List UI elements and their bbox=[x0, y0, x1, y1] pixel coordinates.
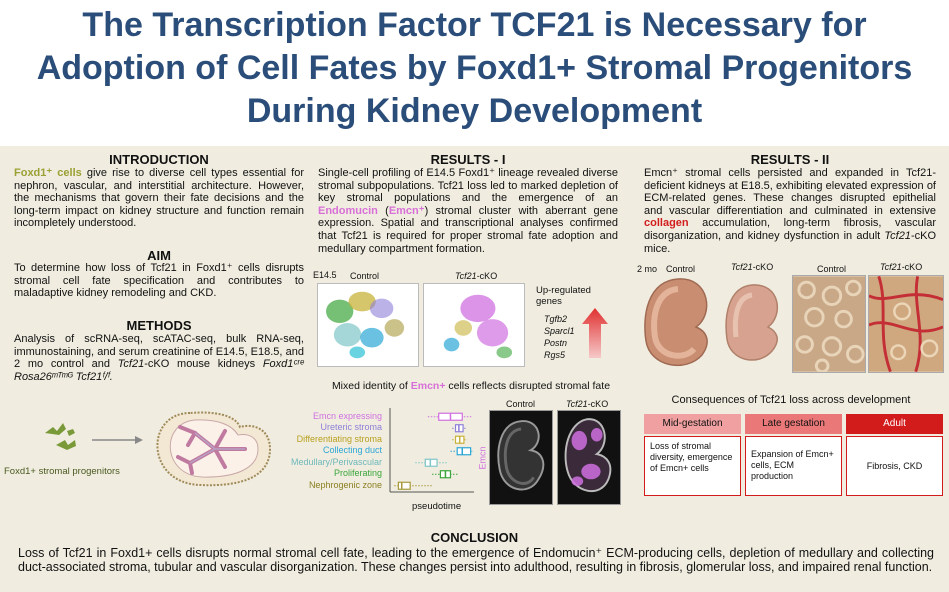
histo-cko-gene: Tcf21 bbox=[566, 399, 588, 409]
img-control-label: Control bbox=[666, 264, 696, 274]
kidney-icon bbox=[156, 411, 272, 487]
progenitor-cells-icon bbox=[45, 423, 76, 450]
histology-control bbox=[489, 410, 553, 505]
umap-cko-label: Tcf21-cKO bbox=[455, 271, 497, 281]
boxplot-category: Nephrogenic zone bbox=[308, 480, 382, 490]
introduction-heading: INTRODUCTION bbox=[109, 152, 209, 167]
mixed-title-a: Mixed identity of bbox=[331, 380, 411, 392]
collagen-cko-image bbox=[868, 275, 944, 373]
umap-cko-suffix: -cKO bbox=[476, 271, 498, 281]
emcn-axis-label: Emcn bbox=[477, 446, 488, 470]
results2-text: Emcn⁺ stromal cells persisted and expand… bbox=[644, 167, 936, 255]
schematic-label: Foxd1+ stromal progenitors bbox=[4, 466, 120, 477]
img-cko-gene: Tcf21 bbox=[731, 262, 753, 272]
column-body-adult: Fibrosis, CKD bbox=[846, 436, 943, 496]
introduction-text: Foxd1⁺ cells give rise to diverse cell t… bbox=[14, 167, 304, 230]
gene-list: Tgfb2 Sparcl1 Postn Rgs5 bbox=[544, 313, 575, 361]
gene-item: Rgs5 bbox=[544, 350, 566, 360]
mixed-title-emcn: Emcn+ bbox=[410, 380, 446, 392]
gene-item: Postn bbox=[544, 338, 568, 348]
title-banner: The Transcription Factor TCF21 is Necess… bbox=[0, 0, 949, 146]
methods-cko: Tcf21 bbox=[117, 358, 145, 371]
img-cko2-suffix: -cKO bbox=[901, 262, 923, 272]
collagen-term: collagen bbox=[644, 217, 689, 230]
methods-genotype: Foxd1ᶜʳᵉ Rosa26ᵐᵀᵐᴳ Tcf21ᶠ/ᶠ. bbox=[14, 358, 304, 383]
methods-text: Analysis of scRNA-seq, scATAC-seq, bulk … bbox=[14, 333, 304, 383]
img-age-label: 2 mo bbox=[637, 264, 658, 274]
results1-body-b: ) stromal cluster with aberrant gene exp… bbox=[318, 204, 618, 255]
mixed-identity-title: Mixed identity of Emcn+ cells reflects d… bbox=[310, 380, 632, 392]
boxplot-box bbox=[456, 447, 472, 456]
results1-heading: RESULTS - I bbox=[430, 152, 506, 167]
methods-heading: METHODS bbox=[126, 318, 192, 333]
column-head-mid: Mid-gestation bbox=[644, 414, 741, 434]
gene-item: Sparcl1 bbox=[544, 326, 575, 336]
boxplot-box bbox=[424, 458, 438, 467]
poster-title: The Transcription Factor TCF21 is Necess… bbox=[36, 6, 913, 130]
results1-body-a: Single-cell profiling of E14.5 Foxd1⁺ li… bbox=[318, 167, 618, 205]
img-control2-label: Control bbox=[817, 264, 847, 274]
histology-cko bbox=[557, 410, 621, 505]
results2-heading: RESULTS - II bbox=[750, 152, 830, 167]
img-cko2-gene: Tcf21 bbox=[880, 262, 902, 272]
gene-item: Tgfb2 bbox=[544, 314, 568, 324]
umap-control-clusters bbox=[326, 291, 405, 359]
umap-stage-label: E14.5 bbox=[313, 270, 337, 280]
consequences-title: Consequences of Tcf21 loss across develo… bbox=[671, 394, 911, 406]
column-head-late: Late gestation bbox=[745, 414, 842, 434]
up-arrow-icon bbox=[582, 308, 608, 358]
histo-cko-suffix: -cKO bbox=[587, 399, 609, 409]
img-cko-label: Tcf21-cKO bbox=[731, 262, 773, 272]
endomucin-term: Endomucin bbox=[318, 204, 378, 217]
aim-text: To determine how loss of Tcf21 in Foxd1⁺… bbox=[14, 262, 304, 300]
boxplot-category: Collecting duct bbox=[322, 445, 382, 455]
boxplot-category: Ureteric stroma bbox=[320, 422, 382, 432]
boxplot-category: Emcn expressing bbox=[312, 411, 382, 421]
results2-cko: Tcf21 bbox=[884, 229, 911, 242]
umap-cko-clusters bbox=[443, 294, 513, 359]
upregulated-label: Up-regulated genes bbox=[536, 285, 591, 307]
conclusion-text: Loss of Tcf21 in Foxd1+ cells disrupts n… bbox=[18, 546, 934, 574]
adult-kidney-cko-image bbox=[725, 284, 778, 361]
histo-cko-label: Tcf21-cKO bbox=[566, 399, 608, 409]
boxplot-category: Medullary/Perivascular bbox=[290, 457, 382, 467]
column-body-mid: Loss of stromal diversity, emergence of … bbox=[644, 436, 741, 496]
column-head-adult: Adult bbox=[846, 414, 943, 434]
column-body-late: Expansion of Emcn+ cells, ECM production bbox=[745, 436, 842, 496]
results2-body-a: Emcn⁺ stromal cells persisted and expand… bbox=[644, 167, 936, 217]
foxd1-schematic bbox=[45, 411, 272, 487]
img-cko2-label: Tcf21-cKO bbox=[880, 262, 922, 272]
boxplot-category: Differentiating stroma bbox=[296, 434, 382, 444]
boxplot-chart bbox=[389, 408, 474, 493]
img-cko-suffix: -cKO bbox=[752, 262, 774, 272]
results1-paren: ( bbox=[377, 204, 389, 217]
boxplot-box bbox=[397, 481, 411, 490]
collagen-control-image bbox=[792, 275, 866, 373]
histo-control-label: Control bbox=[506, 399, 536, 409]
methods-body-2: -cKO mouse kidneys bbox=[144, 358, 263, 371]
results2-body-c: -cKO mice. bbox=[644, 229, 936, 255]
methods-body: Analysis of scRNA-seq, scATAC-seq, bulk … bbox=[14, 333, 304, 371]
adult-kidney-control-image bbox=[644, 278, 708, 367]
umap-control bbox=[317, 283, 419, 367]
introduction-body: give rise to diverse cell types essentia… bbox=[14, 167, 304, 230]
pseudotime-label: pseudotime bbox=[412, 501, 462, 512]
emcn-term: Emcn⁺ bbox=[388, 204, 425, 217]
conclusion-heading: CONCLUSION bbox=[430, 530, 519, 545]
umap-cko bbox=[423, 283, 525, 367]
umap-cko-gene: Tcf21 bbox=[455, 271, 477, 281]
mixed-title-b: cells reflects disrupted stromal fate bbox=[445, 380, 611, 392]
umap-control-label: Control bbox=[350, 271, 380, 281]
boxplot-category: Proliferating bbox=[333, 468, 382, 478]
results1-text: Single-cell profiling of E14.5 Foxd1⁺ li… bbox=[318, 167, 618, 255]
results2-body-b: accumulation, long-term fibrosis, vascul… bbox=[644, 217, 936, 242]
foxd1-cells-term: Foxd1⁺ cells bbox=[14, 167, 82, 179]
aim-heading: AIM bbox=[147, 248, 171, 263]
